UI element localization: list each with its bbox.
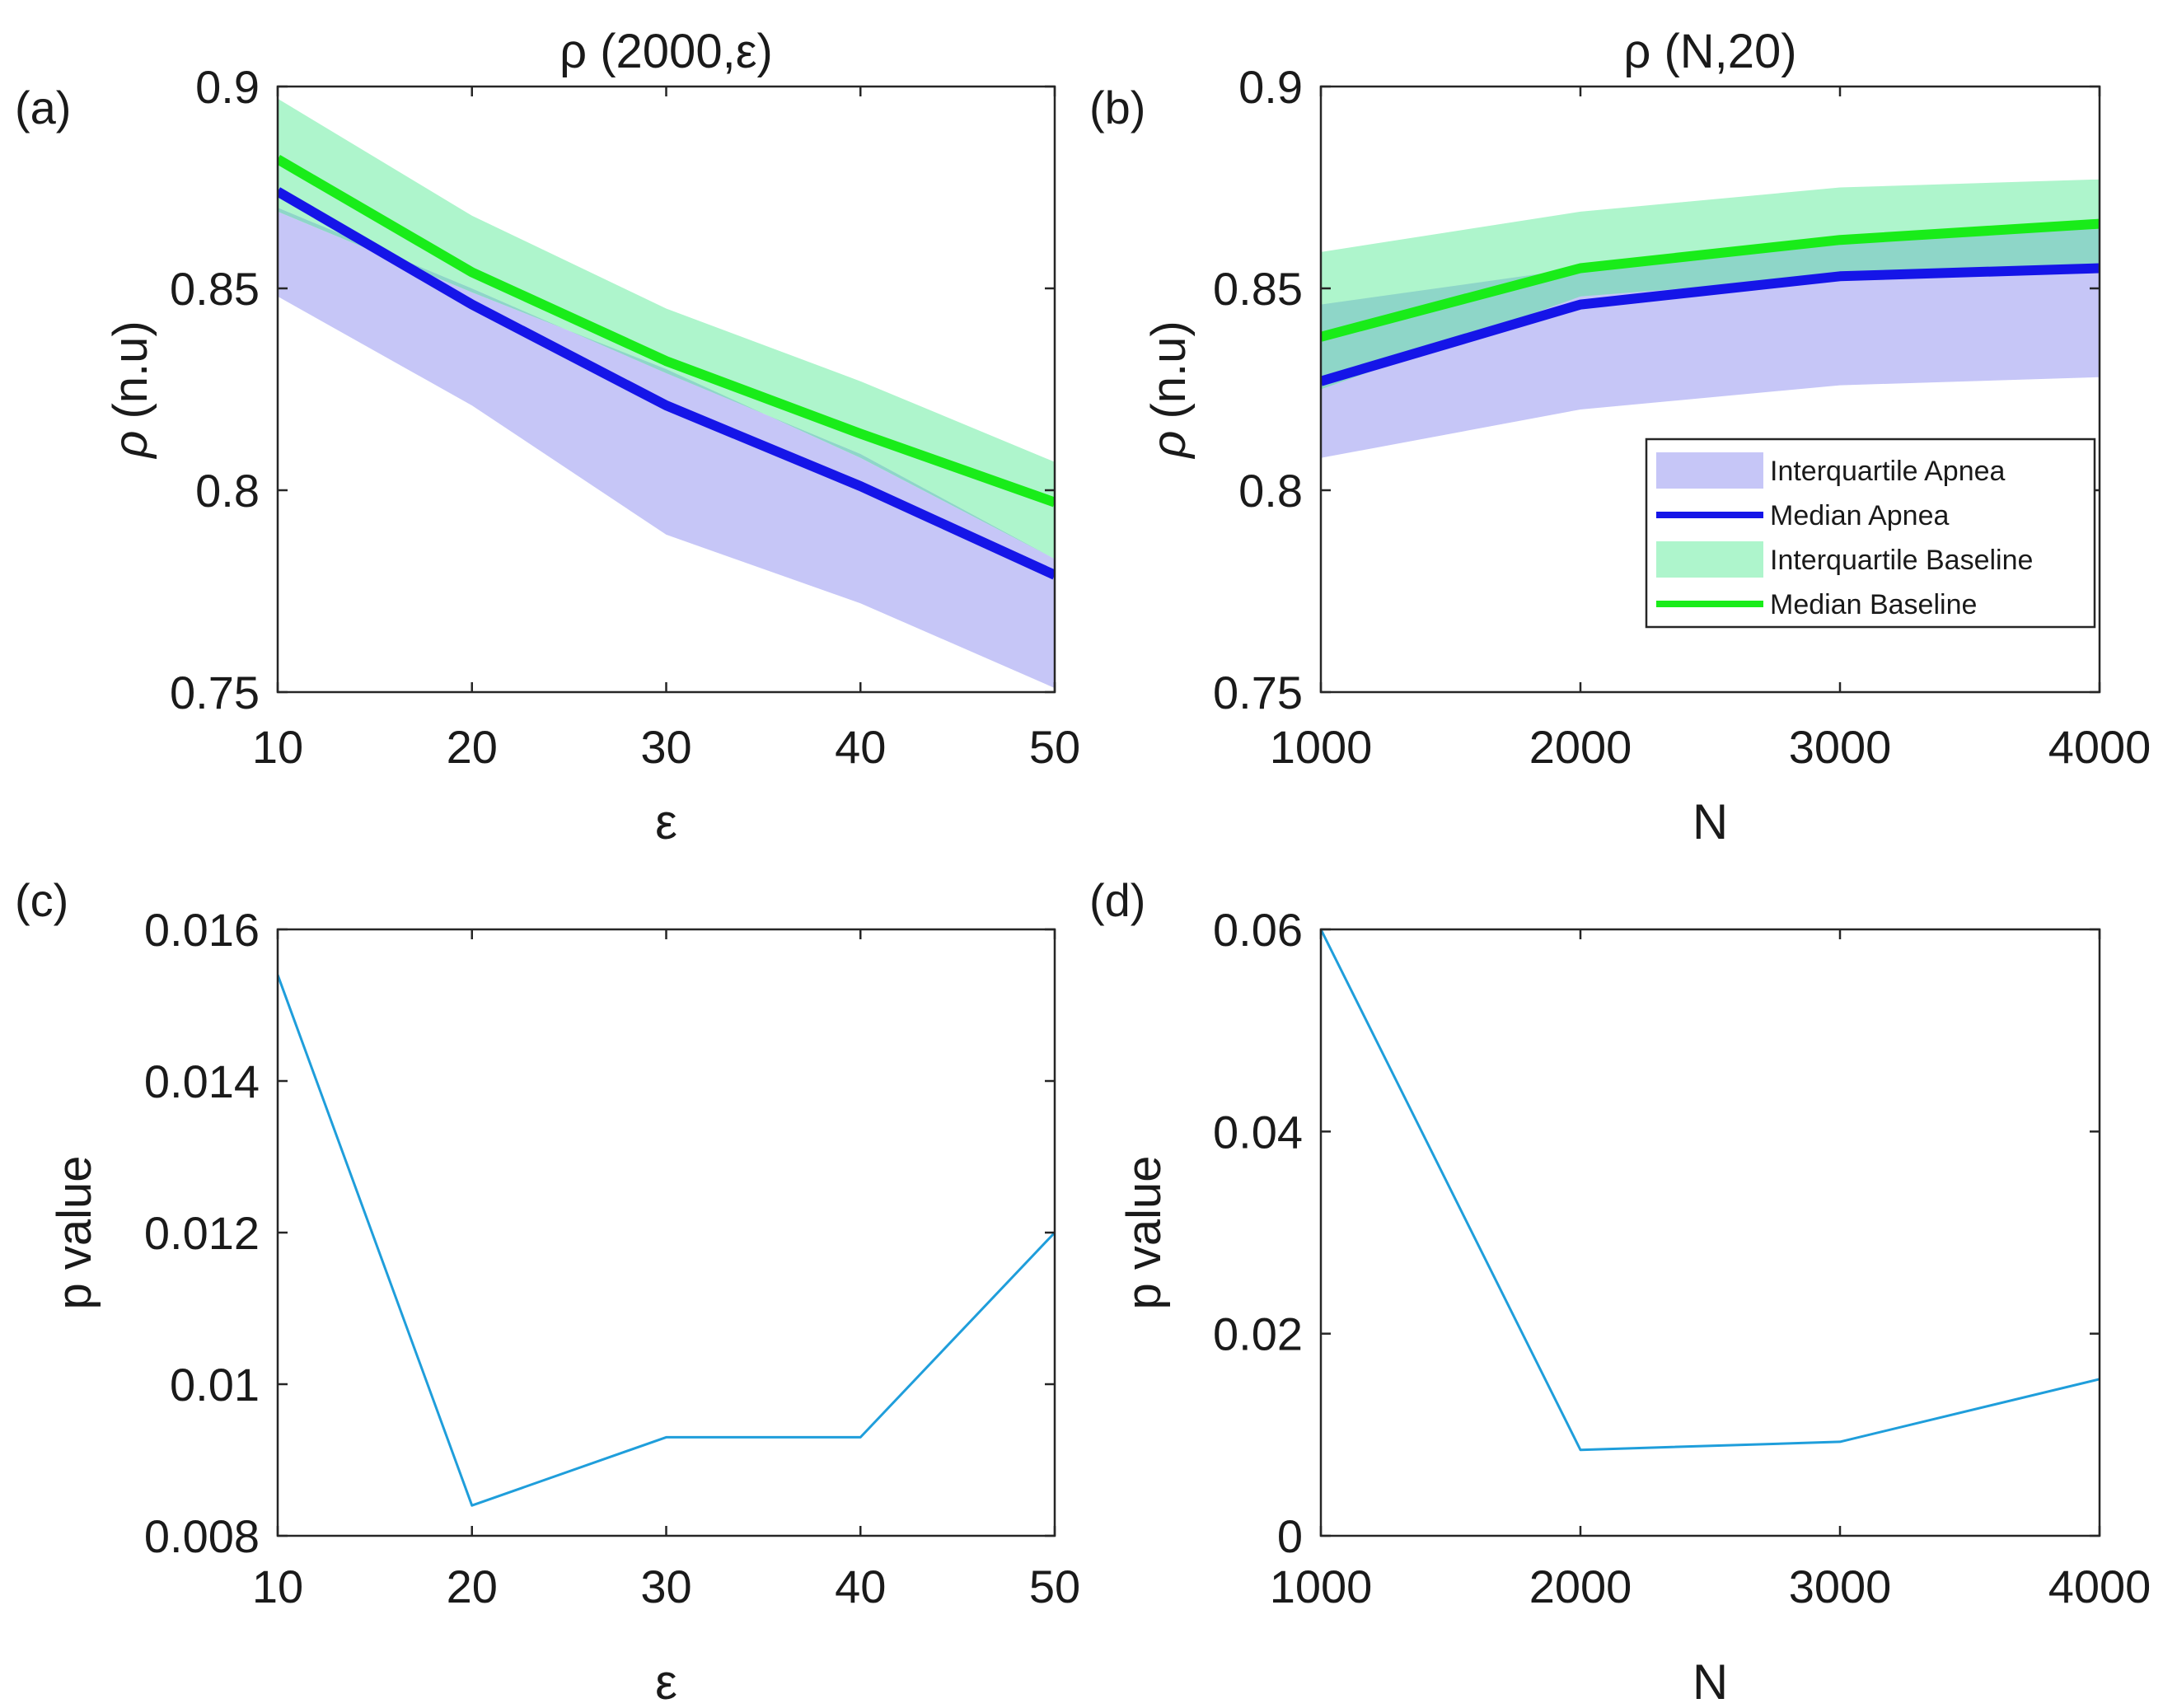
y-tick-label: 0.8 bbox=[195, 465, 260, 517]
y-tick-label: 0.75 bbox=[170, 667, 260, 718]
panel-label: (a) bbox=[15, 82, 71, 133]
series-line-median-baseline bbox=[278, 155, 1055, 508]
legend-entry: Interquartile Apnea bbox=[1656, 452, 2006, 489]
x-tick-label: 20 bbox=[447, 1561, 498, 1612]
panel-d: 1000 2000 3000 4000 0 0.02 0.04 0.06 (d) Np value bbox=[1089, 874, 2151, 1708]
y-axis-label: ρ (n.u) bbox=[1142, 321, 1196, 460]
y-axis-text: p value bbox=[48, 1155, 101, 1309]
y-tick-label: 0.012 bbox=[144, 1207, 260, 1259]
legend-label: Median Baseline bbox=[1770, 589, 1977, 620]
plot-area bbox=[278, 929, 1055, 1536]
x-tick-label: 40 bbox=[835, 1561, 886, 1612]
axes-frame bbox=[1319, 928, 2101, 1537]
y-tick-label: 0.8 bbox=[1238, 465, 1303, 517]
series-line-median-apnea bbox=[278, 187, 1055, 580]
y-tick-label: 0.85 bbox=[170, 263, 260, 315]
x-tick-label: 1000 bbox=[1270, 721, 1373, 773]
series-line-p-value bbox=[278, 974, 1055, 1507]
legend-label: Interquartile Baseline bbox=[1770, 545, 2033, 576]
chart-title: ρ (2000,ε) bbox=[559, 25, 773, 78]
y-axis-unit: (n.u) bbox=[104, 321, 157, 419]
y-axis-symbol: ρ bbox=[1142, 431, 1196, 460]
plot-area bbox=[1321, 929, 2100, 1536]
y-tick-label: 0 bbox=[1277, 1510, 1303, 1562]
x-tick-label: 3000 bbox=[1789, 1561, 1892, 1612]
legend-swatch bbox=[1656, 452, 1763, 489]
y-tick-label: 0.01 bbox=[170, 1359, 260, 1411]
legend-label: Median Apnea bbox=[1770, 500, 1949, 531]
x-axis-label: N bbox=[1692, 1654, 1728, 1708]
legend-entry: Median Baseline bbox=[1656, 589, 1977, 620]
y-tick-label: 0.85 bbox=[1213, 263, 1303, 315]
plot-data bbox=[278, 98, 1055, 689]
band-overlap bbox=[1321, 227, 2100, 390]
x-tick-label: 4000 bbox=[2048, 721, 2151, 773]
legend-swatch bbox=[1656, 541, 1763, 578]
x-tick-label: 30 bbox=[640, 1561, 691, 1612]
x-tick-label: 30 bbox=[640, 721, 691, 773]
y-tick-label: 0.9 bbox=[195, 61, 260, 113]
y-tick-label: 0.008 bbox=[144, 1510, 260, 1562]
legend-entry: Median Apnea bbox=[1656, 500, 1949, 531]
plot-data bbox=[1321, 929, 2100, 1452]
legend: Interquartile Apnea Median Apnea Interquar… bbox=[1645, 438, 2096, 629]
panel-label: (b) bbox=[1089, 82, 1145, 133]
x-tick-label: 2000 bbox=[1529, 721, 1632, 773]
panel-c: 10 20 30 40 50 0.008 0.01 0.012 0.014 0.016 (c) ε p … bbox=[15, 874, 1080, 1708]
x-tick-label: 20 bbox=[447, 721, 498, 773]
legend-entry: Interquartile Baseline bbox=[1656, 541, 2033, 578]
series-line-median-baseline bbox=[1321, 218, 2100, 342]
band-interquartile-baseline bbox=[278, 98, 1055, 559]
plot-data bbox=[278, 974, 1055, 1507]
legend-label: Interquartile Apnea bbox=[1770, 456, 2006, 487]
series-line-median-apnea bbox=[1321, 263, 2100, 386]
x-axis-label: ε bbox=[655, 1654, 677, 1708]
x-tick-label: 10 bbox=[252, 1561, 303, 1612]
y-axis-text: p value bbox=[1117, 1155, 1171, 1309]
panel-b: 1000 2000 3000 4000 0.75 0.8 0.85 0.9 (b) ρ (N,20… bbox=[1089, 25, 2151, 849]
x-tick-label: 50 bbox=[1029, 721, 1080, 773]
x-axis-label: N bbox=[1692, 794, 1728, 849]
y-tick-label: 0.06 bbox=[1213, 904, 1303, 956]
y-axis-symbol: ρ bbox=[104, 431, 157, 460]
series-line-p-value bbox=[1321, 929, 2100, 1452]
x-tick-label: 1000 bbox=[1270, 1561, 1373, 1612]
x-tick-label: 10 bbox=[252, 721, 303, 773]
panel-label: (d) bbox=[1089, 874, 1145, 926]
x-tick-label: 40 bbox=[835, 721, 886, 773]
axes-frame bbox=[1319, 85, 2101, 694]
panel-label: (c) bbox=[15, 874, 68, 926]
y-tick-label: 0.04 bbox=[1213, 1106, 1303, 1158]
plot-data bbox=[1321, 179, 2100, 458]
panel-a: 10 20 30 40 50 0.75 0.8 0.85 0.9 (a) ρ (2000,ε) ε ρ (… bbox=[15, 25, 1080, 849]
y-tick-label: 0.75 bbox=[1213, 667, 1303, 718]
y-tick-label: 0.014 bbox=[144, 1055, 260, 1107]
y-axis-label: p value bbox=[48, 1155, 101, 1309]
y-axis-label: p value bbox=[1117, 1155, 1171, 1309]
y-tick-label: 0.02 bbox=[1213, 1308, 1303, 1360]
band-overlap bbox=[278, 208, 1055, 559]
y-axis-label: ρ (n.u) bbox=[104, 321, 157, 460]
chart-title: ρ (N,20) bbox=[1623, 25, 1796, 78]
y-axis-unit: (n.u) bbox=[1142, 321, 1196, 419]
x-tick-label: 2000 bbox=[1529, 1561, 1632, 1612]
x-tick-label: 50 bbox=[1029, 1561, 1080, 1612]
x-axis-label: ε bbox=[655, 794, 677, 849]
y-tick-label: 0.9 bbox=[1238, 61, 1303, 113]
x-tick-label: 3000 bbox=[1789, 721, 1892, 773]
x-tick-label: 4000 bbox=[2048, 1561, 2151, 1612]
y-tick-label: 0.016 bbox=[144, 904, 260, 956]
band-interquartile-apnea bbox=[278, 211, 1055, 689]
